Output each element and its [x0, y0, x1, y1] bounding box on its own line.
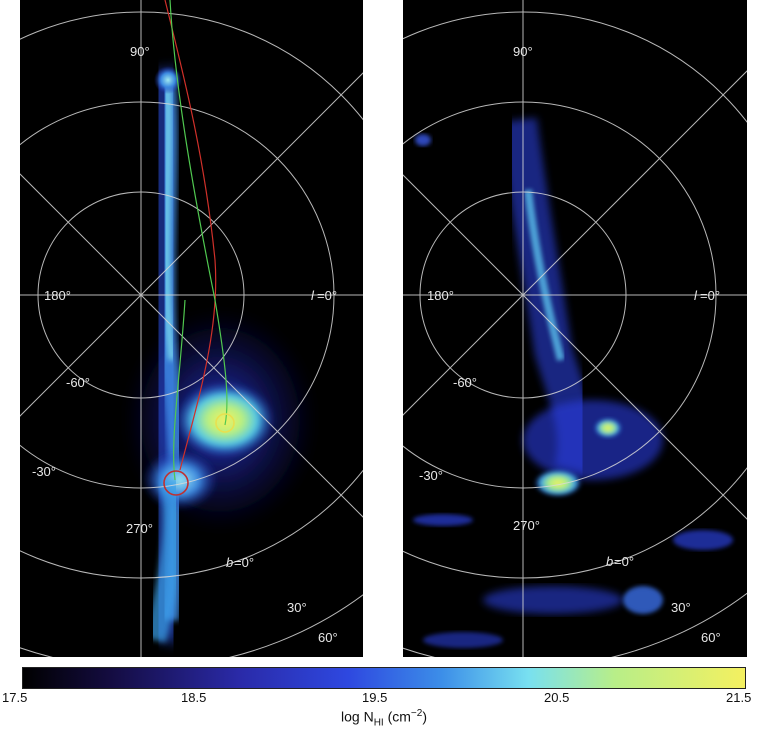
label-l-180: 180°: [427, 288, 454, 303]
label-b-30: 30°: [671, 600, 691, 615]
colorbar-title: log NHI (cm−2): [0, 708, 768, 728]
left-map-svg: 90° 180° l =0° -60° -30° 270° b =0° 30° …: [20, 0, 363, 657]
label-l-270: 270°: [513, 518, 540, 533]
label-b-letter: b: [606, 554, 613, 569]
label-b-30: 30°: [287, 600, 307, 615]
colorbar-title-sup: −2: [410, 708, 423, 719]
label-l-180: 180°: [44, 288, 71, 303]
orbit-tracks-left: [164, 0, 228, 481]
colorbar-tick-3: 19.5: [362, 690, 388, 705]
label-b-letter: b: [226, 555, 233, 570]
label-l-90: 90°: [130, 44, 150, 59]
colorbar-tick-2: 18.5: [181, 690, 207, 705]
colorbar-tick-5: 21.5: [726, 690, 752, 705]
label-b-60: 60°: [318, 630, 338, 645]
label-b-m30: -30°: [32, 464, 56, 479]
label-l-letter: l: [694, 288, 698, 303]
label-l-90: 90°: [513, 44, 533, 59]
red-track: [164, 0, 217, 471]
colorbar-title-sub: HI: [373, 717, 384, 729]
colorbar-title-close: ): [422, 708, 427, 725]
colorbar-title-suffix: (cm: [383, 708, 411, 725]
label-b-m60: -60°: [66, 375, 90, 390]
label-b-0: =0°: [614, 554, 634, 569]
left-map-panel: 90° 180° l =0° -60° -30° 270° b =0° 30° …: [20, 0, 363, 657]
coordinate-grid-left: [20, 0, 363, 657]
colorbar: [22, 667, 746, 689]
coordinate-grid-right: [403, 0, 747, 657]
label-b-60: 60°: [701, 630, 721, 645]
red-circle-marker: [163, 470, 189, 496]
label-l-0: =0°: [317, 288, 337, 303]
label-l-270: 270°: [126, 521, 153, 536]
colorbar-tick-4: 20.5: [544, 690, 570, 705]
yellow-circle-marker: [215, 413, 235, 433]
right-map-svg: 90° 180° l =0° -60° -30° 270° b =0° 30° …: [403, 0, 747, 657]
label-l-letter: l: [311, 288, 315, 303]
colorbar-title-prefix: log N: [341, 708, 374, 725]
hi-emission-left: [125, 66, 315, 645]
right-map-panel: 90° 180° l =0° -60° -30° 270° b =0° 30° …: [403, 0, 747, 657]
label-b-m30: -30°: [419, 468, 443, 483]
colorbar-gradient: [22, 667, 746, 689]
green-track: [169, 0, 228, 426]
label-b-0: =0°: [234, 555, 254, 570]
colorbar-tick-1: 17.5: [2, 690, 28, 705]
label-b-m60: -60°: [453, 375, 477, 390]
label-l-0: =0°: [700, 288, 720, 303]
hi-emission-right: [413, 117, 733, 648]
